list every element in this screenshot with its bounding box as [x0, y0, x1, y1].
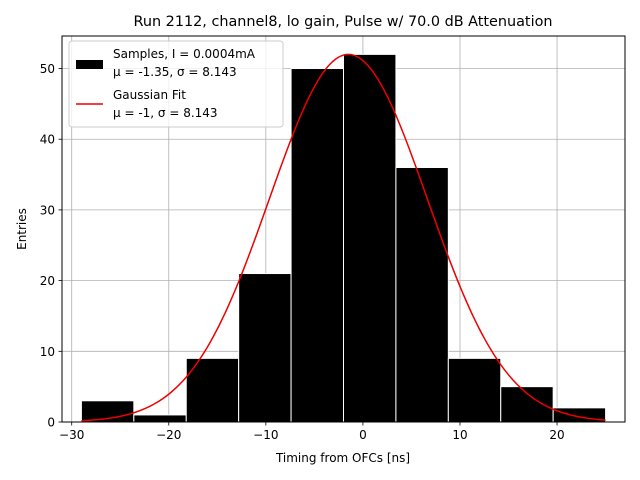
x-tick-label-0: −30: [59, 428, 84, 442]
histogram-bar-3: [238, 273, 292, 423]
histogram-bar-1: [133, 414, 187, 423]
chart-title: Run 2112, channel8, lo gain, Pulse w/ 70…: [134, 14, 553, 30]
x-axis-ticks: −30 −20 −10 0 10 20: [59, 422, 565, 442]
x-tick-label-1: −20: [156, 428, 181, 442]
legend-samples-label: Samples, I = 0.0004mA: [113, 47, 256, 61]
y-tick-label-1: 10: [40, 345, 55, 359]
y-tick-label-3: 30: [40, 203, 55, 217]
plot-frame: [61, 35, 626, 423]
x-tick-label-3: 0: [359, 428, 367, 442]
y-axis-label: Entries: [15, 208, 29, 250]
histogram-bar-6: [395, 166, 449, 423]
x-axis-label: Timing from OFCs [ns]: [275, 451, 410, 465]
histogram-bars: [80, 53, 607, 423]
legend-samples-stats: μ = -1.35, σ = 8.143: [113, 65, 237, 79]
y-axis-ticks: 0 10 20 30 40 50: [40, 62, 62, 430]
gaussian-fit-curve: [81, 53, 606, 422]
legend-fit-label: Gaussian Fit: [113, 88, 186, 102]
y-tick-label-5: 50: [40, 62, 55, 76]
legend-box: [68, 40, 284, 128]
y-tick-label-0: 0: [47, 416, 55, 430]
x-tick-label-5: 20: [549, 428, 564, 442]
legend: Samples, I = 0.0004mA μ = -1.35, σ = 8.1…: [68, 40, 284, 128]
histogram-bar-8: [500, 386, 554, 423]
y-tick-label-2: 20: [40, 274, 55, 288]
histogram-bar-7: [447, 357, 502, 423]
x-tick-label-2: −10: [253, 428, 278, 442]
y-tick-label-4: 40: [40, 133, 55, 147]
histogram-bar-5: [343, 53, 397, 423]
legend-fit-stats: μ = -1, σ = 8.143: [113, 106, 218, 120]
legend-samples-swatch: [76, 60, 103, 69]
x-tick-label-4: 10: [452, 428, 467, 442]
